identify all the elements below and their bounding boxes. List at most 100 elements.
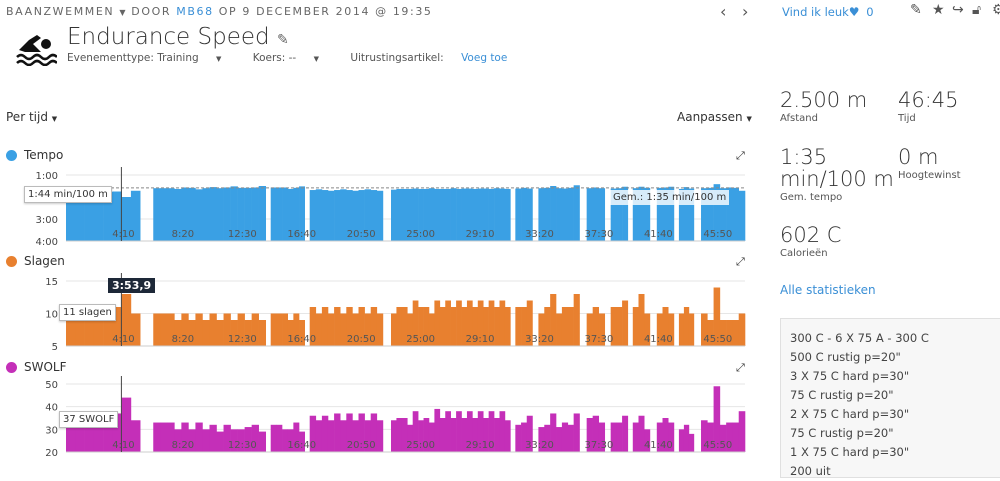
- bar: [352, 190, 359, 241]
- bar: [538, 188, 545, 241]
- x-tick-label: 8:20: [172, 229, 194, 240]
- expand-icon[interactable]: ⤢: [736, 361, 745, 374]
- x-tick-label: 41:40: [644, 440, 673, 451]
- bar: [270, 187, 277, 241]
- chevron-left-icon[interactable]: ‹: [720, 2, 727, 21]
- tempo-tooltip: 1:44 min/100 m: [24, 186, 112, 203]
- aanpassen-dropdown[interactable]: Aanpassen ▼: [677, 110, 752, 124]
- swolf-tooltip: 37 SWOLF: [59, 411, 119, 428]
- bar: [494, 418, 500, 452]
- bar: [299, 320, 305, 346]
- bar: [678, 429, 685, 452]
- bar: [586, 188, 593, 241]
- stat-value: 46:45: [898, 88, 959, 112]
- activity-meta: Evenementtype: Training ▼ Koers: -- ▼ Ui…: [67, 52, 535, 64]
- pencil-icon[interactable]: ✎: [276, 32, 289, 48]
- bar: [732, 187, 740, 241]
- like-button[interactable]: Vind ik leuk♥ 0: [782, 5, 874, 19]
- event-type-dropdown[interactable]: Evenementtype: Training ▼: [67, 52, 235, 64]
- bar: [732, 320, 740, 346]
- gear-icon[interactable]: ⚙: [992, 2, 1000, 18]
- bar: [488, 188, 495, 241]
- expand-icon[interactable]: ⤢: [736, 255, 745, 268]
- bar: [160, 313, 168, 346]
- bar: [358, 307, 365, 346]
- bar: [488, 411, 495, 452]
- expand-icon[interactable]: ⤢: [736, 149, 745, 162]
- bar: [181, 187, 189, 241]
- bar: [472, 188, 479, 241]
- bar: [270, 313, 277, 346]
- bar: [75, 413, 85, 452]
- edit-icon[interactable]: ✎: [910, 2, 922, 18]
- bar: [130, 313, 141, 346]
- bar: [726, 320, 733, 346]
- bar: [423, 418, 430, 452]
- chart-title-text: SWOLF: [24, 360, 67, 374]
- chevron-right-icon[interactable]: ›: [742, 2, 749, 21]
- y-tick-label: 15: [45, 277, 58, 288]
- bar: [103, 307, 113, 346]
- note-line: 75 C rustig p=20": [790, 388, 894, 402]
- add-gear-link[interactable]: Voeg toe: [461, 52, 508, 64]
- bar: [439, 307, 446, 346]
- bar: [209, 187, 217, 241]
- x-tick-label: 41:40: [644, 229, 673, 240]
- bar: [550, 413, 557, 452]
- bar: [93, 307, 104, 346]
- y-tick-label: 10: [45, 310, 58, 321]
- bar: [610, 307, 617, 346]
- star-icon[interactable]: ★: [932, 2, 945, 18]
- bar: [370, 413, 378, 452]
- caret-down-icon[interactable]: ▼: [119, 8, 132, 17]
- user-link[interactable]: MB68: [176, 5, 214, 18]
- bar: [390, 420, 397, 452]
- y-tick-label: 1:00: [36, 171, 58, 182]
- x-tick-label: 12:30: [228, 334, 257, 345]
- bar: [376, 190, 384, 241]
- bar: [396, 188, 403, 241]
- bar: [592, 187, 600, 241]
- bar: [573, 294, 580, 346]
- bar: [499, 300, 506, 346]
- bar: [668, 186, 675, 241]
- notes-box[interactable]: 300 C - 6 X 75 A - 300 C 500 C rustig p=…: [780, 318, 1000, 478]
- bar: [701, 188, 708, 241]
- bar: [472, 418, 479, 452]
- x-tick-label: 4:10: [112, 334, 134, 345]
- bar: [130, 420, 141, 452]
- bar: [592, 415, 600, 452]
- bar: [726, 422, 733, 452]
- gear-label: Uitrustingsartikel:: [350, 52, 444, 64]
- course: Koers: --: [252, 52, 297, 64]
- sport-type[interactable]: BAANZWEMMEN: [6, 5, 115, 18]
- note-line: 75 C rustig p=20": [790, 426, 894, 440]
- per-tijd-dropdown[interactable]: Per tijd ▼: [6, 110, 57, 124]
- bar: [644, 187, 651, 241]
- course-dropdown[interactable]: Koers: -- ▼: [253, 52, 333, 64]
- tempo-chart[interactable]: 1:00 3:00 4:00 4:10 8:20 12:30 16:40 20:50 25:00…: [0, 0, 760, 471]
- swolf-chart[interactable]: 50 40 30 20 4:10 8:20 12:30 16:40 20:50 25:00 29:1…: [0, 0, 760, 471]
- x-tick-label: 16:40: [287, 334, 316, 345]
- bar: [456, 300, 462, 346]
- bar: [258, 186, 267, 241]
- bar: [707, 320, 714, 346]
- slagen-chart[interactable]: 15 10 5 4:10 8:20 12:30 16:40 20:50 25:00 29:10 33…: [0, 0, 760, 471]
- bar: [209, 424, 217, 452]
- bar: [401, 307, 408, 346]
- bar: [370, 190, 378, 241]
- breadcrumb: BAANZWEMMEN ▼ DOOR MB68 OP 9 DECEMBER 20…: [6, 5, 433, 18]
- chart-title-swolf: SWOLF: [6, 360, 67, 374]
- bar: [195, 189, 203, 241]
- bar: [586, 418, 593, 452]
- bar: [556, 313, 563, 346]
- bar: [167, 422, 175, 452]
- bar: [701, 420, 708, 452]
- share-icon[interactable]: ↪: [952, 2, 964, 18]
- unlock-icon[interactable]: 🔓︎: [972, 2, 982, 18]
- bar: [223, 313, 231, 346]
- x-tick-label: 16:40: [287, 229, 316, 240]
- all-stats-link[interactable]: Alle statistieken: [780, 283, 876, 297]
- bar: [521, 187, 528, 241]
- bar: [466, 188, 473, 241]
